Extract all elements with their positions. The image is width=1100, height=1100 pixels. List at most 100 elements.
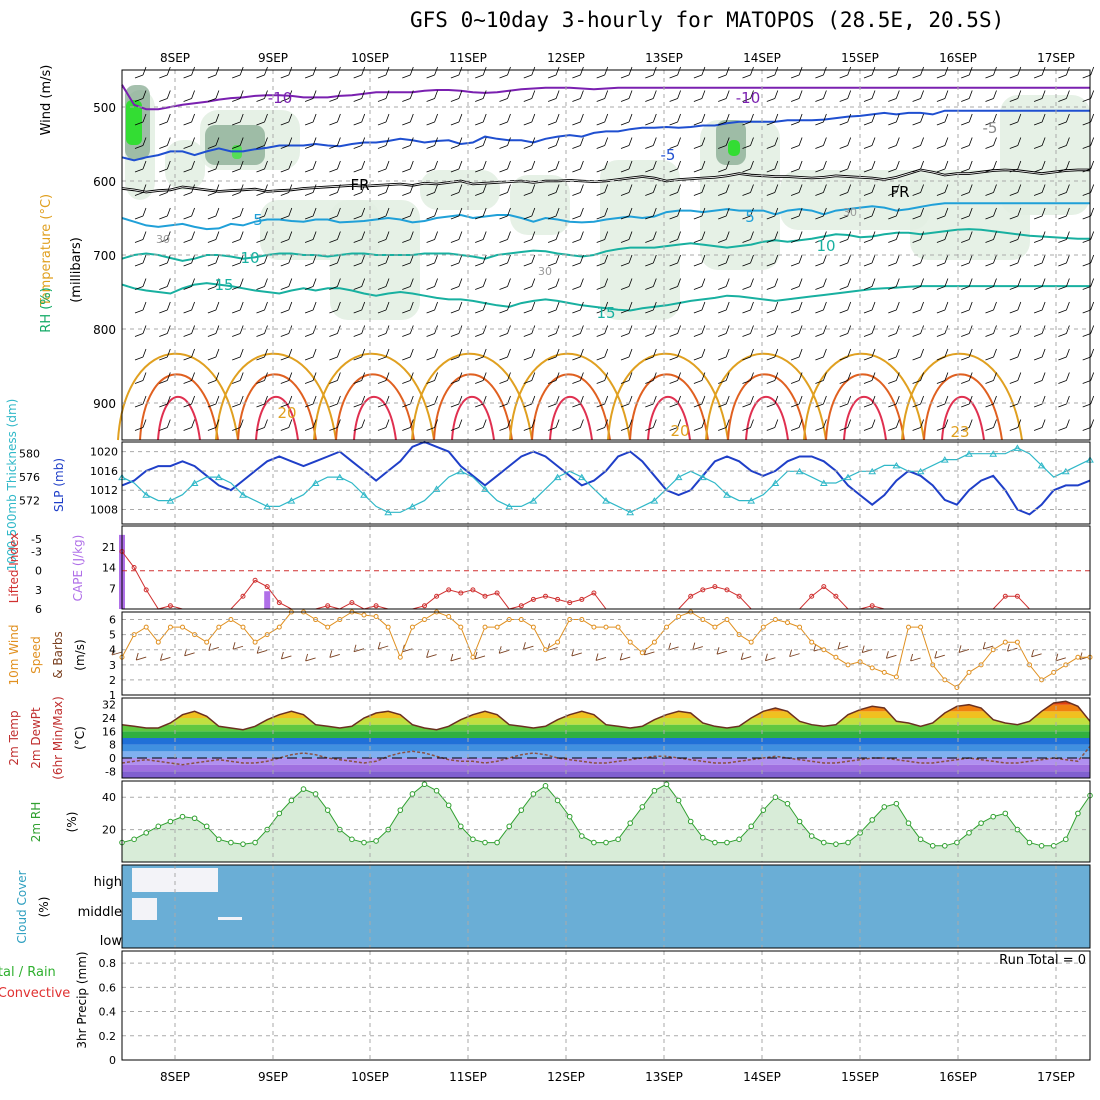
rh-shade-1 — [165, 140, 205, 190]
wind-barb — [669, 301, 681, 314]
wind-barb-10m — [692, 642, 703, 650]
rh-marker — [833, 841, 839, 847]
wind-barb — [1082, 160, 1095, 173]
wind-barb — [183, 184, 195, 196]
wind-barb — [159, 90, 171, 102]
wind-barb — [888, 231, 900, 243]
wind-barb — [1009, 137, 1022, 149]
wind-barb — [620, 372, 633, 384]
wind-barb — [183, 160, 195, 173]
wind-speed-marker — [422, 617, 427, 623]
wind-barb — [766, 301, 779, 314]
wind-barb — [450, 90, 463, 102]
day-label-top-12SEP: 12SEP — [547, 51, 585, 65]
wind-barb — [377, 254, 390, 267]
wind-barb — [912, 254, 924, 267]
wind-barb — [936, 184, 949, 196]
wind-barb — [596, 184, 609, 196]
contour-hottest-1 — [255, 395, 299, 441]
cloud-level-label: low — [100, 934, 123, 949]
y-tick-label: 40 — [102, 791, 116, 804]
wind-speed-marker — [797, 624, 803, 630]
wind-barb — [183, 207, 195, 220]
wind-barb — [402, 325, 414, 337]
wind-speed-marker — [240, 624, 246, 630]
y-axis-label-total: Total / Rain — [0, 965, 56, 980]
wind-barb — [596, 113, 609, 126]
rh-marker — [591, 839, 597, 846]
wind-barb — [839, 301, 852, 314]
wind-barb-10m — [716, 647, 728, 655]
wind-barb — [183, 66, 195, 79]
wind-barb — [1009, 207, 1022, 220]
contour-label: 30 — [843, 206, 857, 219]
rh-marker — [1038, 843, 1045, 849]
wind-barb-10m — [789, 649, 800, 658]
wind-barb — [377, 419, 390, 431]
y-axis-label-units: (%) — [65, 812, 79, 833]
wind-barb — [693, 137, 706, 149]
contour-hot-1 — [237, 373, 317, 441]
wind-barb — [523, 419, 536, 431]
wind-barb — [183, 90, 195, 102]
wind-barb — [961, 372, 973, 384]
rh-marker — [700, 834, 706, 841]
wind-barb — [912, 301, 924, 314]
contour-hottest-8 — [941, 395, 985, 441]
contour-label: 5 — [745, 208, 755, 226]
wind-barb — [377, 325, 390, 337]
wind-speed-marker — [180, 624, 185, 630]
wind-barb — [329, 184, 341, 196]
y-tick-label: 572 — [19, 495, 40, 508]
wind-speed-marker — [204, 639, 210, 645]
wind-barb — [1009, 348, 1022, 361]
wind-barb — [232, 325, 244, 337]
rh-marker — [663, 781, 670, 788]
wind-barb — [742, 184, 754, 196]
wind-barb — [839, 207, 852, 220]
y-tick-label: 1020 — [90, 446, 118, 459]
wind-barb — [888, 184, 900, 196]
wind-barb — [523, 113, 536, 126]
wind-barb — [936, 419, 949, 431]
wind-barb — [742, 372, 754, 384]
wind-barb — [256, 419, 268, 431]
wind-barb — [1058, 184, 1070, 196]
wind-barb — [353, 348, 366, 361]
rh-marker — [712, 839, 718, 846]
wind-barb — [499, 278, 511, 290]
wind-barb — [402, 348, 414, 361]
wind-barb — [839, 325, 852, 337]
wind-speed-marker — [748, 639, 754, 645]
wind-barb — [134, 325, 147, 337]
y-axis-label-thickness: 1000-500mb Thickness (dm) — [5, 399, 19, 572]
contour-line-10 — [121, 228, 1090, 262]
wind-barb — [280, 254, 293, 267]
rh-marker — [748, 823, 755, 830]
wind-barb — [329, 66, 341, 79]
wind-barb — [596, 231, 609, 243]
contour-hot-5 — [629, 373, 709, 441]
wind-barb — [134, 372, 147, 384]
wind-speed-marker — [446, 614, 452, 620]
wind-barb — [985, 254, 997, 267]
wind-barb — [232, 207, 244, 220]
wind-barb — [426, 66, 438, 79]
wind-barb — [450, 301, 463, 314]
wind-barb — [547, 254, 560, 267]
wind-barb — [1082, 231, 1095, 243]
wind-barb — [815, 231, 827, 243]
wind-barb — [256, 231, 268, 243]
wind-barb — [547, 113, 560, 126]
wind-barb — [329, 137, 341, 149]
wind-barb — [961, 395, 973, 408]
wind-barb — [377, 372, 390, 384]
thickness-marker — [311, 479, 320, 486]
wind-speed-marker — [167, 624, 173, 630]
wind-barb — [815, 419, 827, 431]
wind-barb — [499, 348, 511, 361]
y-tick-label: 1016 — [90, 465, 118, 478]
contour-line-15 — [121, 282, 1090, 312]
wind-barb — [693, 231, 706, 243]
wind-barb — [402, 90, 414, 102]
